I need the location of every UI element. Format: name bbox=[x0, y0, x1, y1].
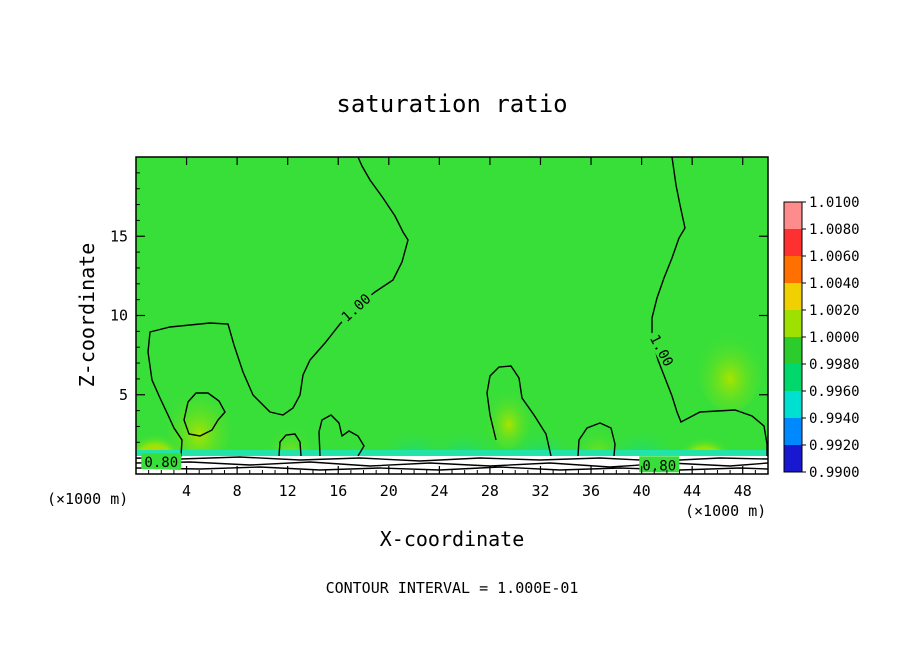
x-tick-label: 4 bbox=[182, 482, 191, 500]
x-tick-label: 44 bbox=[683, 482, 701, 500]
contour-1-right bbox=[651, 157, 768, 456]
plot-area: 1.001.000.80 0.80 bbox=[136, 157, 768, 474]
field-anomaly-7 bbox=[698, 330, 763, 411]
colorbar-swatch bbox=[784, 391, 802, 419]
y-axis: 5 10 15 bbox=[110, 172, 768, 459]
colorbar-label: 1.0100 bbox=[809, 195, 860, 211]
colorbar-swatch bbox=[784, 418, 802, 446]
x-axis-label: X-coordinate bbox=[380, 527, 525, 551]
chart-title: saturation ratio bbox=[336, 90, 567, 118]
contour-ground-3 bbox=[136, 466, 768, 471]
colorbar-swatch bbox=[784, 256, 802, 284]
surface-cyan bbox=[136, 450, 768, 456]
y-tick-label: 5 bbox=[119, 386, 128, 404]
contour-bump-36 bbox=[577, 422, 616, 457]
x-axis: 4 8 12 16 20 24 28 32 36 40 44 48 bbox=[148, 157, 756, 500]
contour-label-bg bbox=[335, 287, 376, 327]
colorbar-swatch bbox=[784, 445, 802, 473]
x-tick-label: 32 bbox=[531, 482, 549, 500]
contour-label-bg bbox=[141, 453, 182, 470]
colorbar-swatch bbox=[784, 229, 802, 257]
colorbar-label: 1.0040 bbox=[809, 276, 860, 292]
colorbar: 1.0100 1.0080 1.0060 1.0040 1.0020 1.0000 0.99… bbox=[783, 195, 860, 481]
contour-label-bg bbox=[639, 456, 680, 473]
x-tick-label: 36 bbox=[582, 482, 600, 500]
field-anomaly-6 bbox=[167, 386, 232, 467]
x-tick-label: 24 bbox=[430, 482, 448, 500]
colorbar-label: 1.0080 bbox=[809, 222, 860, 238]
colorbar-label: 1.0060 bbox=[809, 249, 860, 265]
x-unit-left: (×1000 m) bbox=[47, 490, 128, 508]
contour-label-3: 0.80 bbox=[141, 453, 182, 471]
colorbar-label: 0.9920 bbox=[809, 438, 860, 454]
colorbar-swatch bbox=[784, 364, 802, 392]
contour-label-text: 0.80 bbox=[642, 458, 676, 474]
colorbar-swatch bbox=[784, 283, 802, 311]
contour-1-left bbox=[147, 157, 409, 457]
contour-bump-12 bbox=[278, 433, 302, 457]
colorbar-label: 0.9960 bbox=[809, 384, 860, 400]
colorbar-label: 0.9980 bbox=[809, 357, 860, 373]
x-tick-label: 8 bbox=[233, 482, 242, 500]
colorbar-label: 1.0000 bbox=[809, 330, 860, 346]
contour-label-text: 0.80 bbox=[144, 455, 178, 471]
surface-band bbox=[136, 456, 768, 474]
plot-background bbox=[136, 157, 768, 474]
y-tick-label: 10 bbox=[110, 307, 128, 325]
colorbar-label: 1.0020 bbox=[809, 303, 860, 319]
contour-ground-2 bbox=[136, 461, 768, 468]
colorbar-swatch bbox=[784, 202, 802, 230]
y-tick-label: 15 bbox=[110, 227, 128, 245]
x-tick-label: 20 bbox=[380, 482, 398, 500]
colorbar-swatch bbox=[784, 337, 802, 365]
footer-contour-interval: CONTOUR INTERVAL = 1.000E-01 bbox=[326, 579, 579, 597]
x-tick-label: 16 bbox=[329, 482, 347, 500]
contour-label-bg bbox=[646, 328, 680, 372]
x-tick-label: 12 bbox=[279, 482, 297, 500]
x-unit-right: (×1000 m) bbox=[685, 502, 766, 520]
contour-bump-15 bbox=[318, 414, 365, 457]
colorbar-swatch bbox=[784, 310, 802, 338]
x-tick-label: 48 bbox=[734, 482, 752, 500]
contour-lines bbox=[136, 157, 768, 471]
x-tick-label: 40 bbox=[633, 482, 651, 500]
colorbar-label: 0.9900 bbox=[809, 465, 860, 481]
colorbar-label: 0.9940 bbox=[809, 411, 860, 427]
contour-bump-29 bbox=[486, 365, 552, 457]
contour-label-4: 0.80 bbox=[639, 456, 680, 474]
contour-bump-5 bbox=[183, 392, 226, 437]
y-axis-label: Z-coordinate bbox=[75, 243, 99, 388]
x-tick-label: 28 bbox=[481, 482, 499, 500]
